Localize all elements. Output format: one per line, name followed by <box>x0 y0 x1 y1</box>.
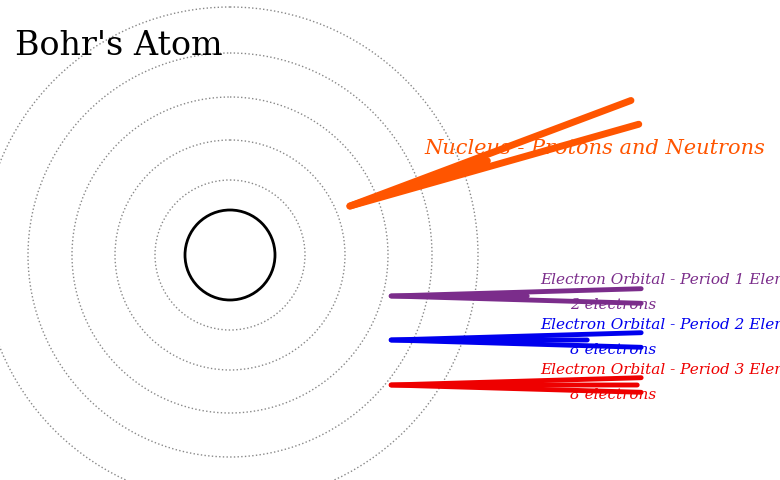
Text: Electron Orbital - Period 2 Elements: Electron Orbital - Period 2 Elements <box>540 318 780 332</box>
Text: 8 electrons: 8 electrons <box>570 388 656 402</box>
Text: 8 electrons: 8 electrons <box>570 343 656 357</box>
Text: 2 electrons: 2 electrons <box>570 298 656 312</box>
Text: Bohr's Atom: Bohr's Atom <box>15 30 222 62</box>
Text: Electron Orbital - Period 1 Elements: Electron Orbital - Period 1 Elements <box>540 273 780 287</box>
Text: Nucleus - Protons and Neutrons: Nucleus - Protons and Neutrons <box>424 139 765 157</box>
Text: Electron Orbital - Period 3 Elements: Electron Orbital - Period 3 Elements <box>540 363 780 377</box>
